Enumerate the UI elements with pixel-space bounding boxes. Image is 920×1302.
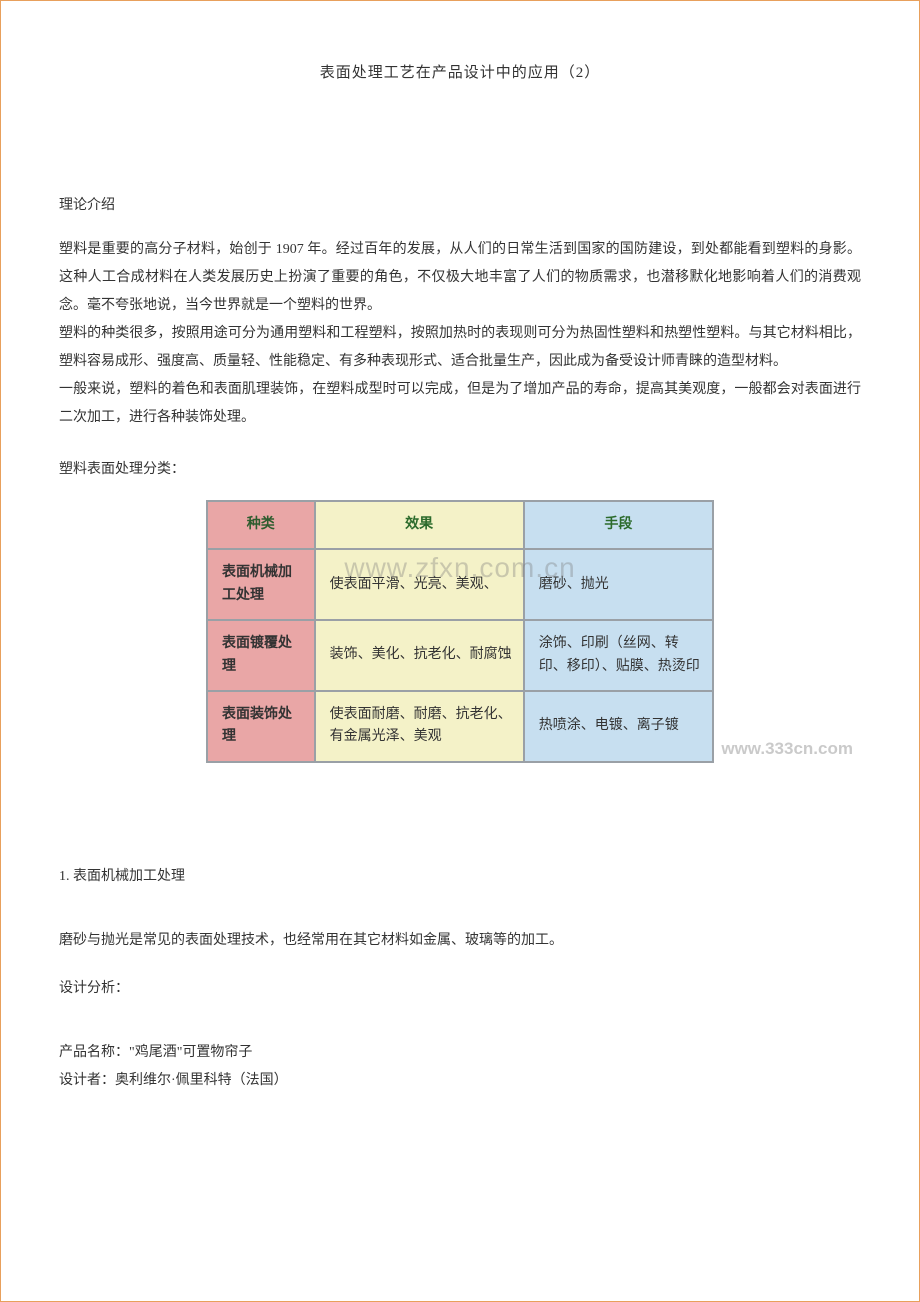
intro-block: 理论介绍 塑料是重要的高分子材料，始创于 1907 年。经过百年的发展，从人们的… bbox=[59, 192, 861, 432]
table-cell-method: 热喷涂、电镀、离子镀 bbox=[524, 691, 713, 762]
table-row: 表面机械加工处理 使表面平滑、光亮、美观、 磨砂、抛光 bbox=[207, 549, 713, 620]
section1-header: 1. 表面机械加工处理 bbox=[59, 863, 861, 891]
table-header-effect: 效果 bbox=[315, 501, 524, 549]
intro-paragraph-3: 一般来说，塑料的着色和表面肌理装饰，在塑料成型时可以完成，但是为了增加产品的寿命… bbox=[59, 376, 861, 432]
intro-paragraph-2: 塑料的种类很多，按照用途可分为通用塑料和工程塑料，按照加热时的表现则可分为热固性… bbox=[59, 320, 861, 376]
classify-header: 塑料表面处理分类： bbox=[59, 456, 861, 484]
table-cell-type: 表面装饰处理 bbox=[207, 691, 315, 762]
designer-line: 设计者：奥利维尔·佩里科特（法国） bbox=[59, 1067, 861, 1095]
table-row: 表面镀覆处理 装饰、美化、抗老化、耐腐蚀 涂饰、印刷（丝网、转印、移印）、贴膜、… bbox=[207, 620, 713, 691]
table-cell-method: 涂饰、印刷（丝网、转印、移印）、贴膜、热烫印 bbox=[524, 620, 713, 691]
intro-header: 理论介绍 bbox=[59, 192, 861, 220]
table-header-method: 手段 bbox=[524, 501, 713, 549]
table-row: 表面装饰处理 使表面耐磨、耐磨、抗老化、有金属光泽、美观 热喷涂、电镀、离子镀 bbox=[207, 691, 713, 762]
document-page: 表面处理工艺在产品设计中的应用（2） 理论介绍 塑料是重要的高分子材料，始创于 … bbox=[0, 0, 920, 1302]
table-cell-effect: 使表面平滑、光亮、美观、 bbox=[315, 549, 524, 620]
table-header-row: 种类 效果 手段 bbox=[207, 501, 713, 549]
table-cell-effect: 装饰、美化、抗老化、耐腐蚀 bbox=[315, 620, 524, 691]
classification-table-wrapper: www.zfxn.com.cn 种类 效果 手段 表面机械加工处理 使表面平滑、… bbox=[59, 500, 861, 763]
classification-table: 种类 效果 手段 表面机械加工处理 使表面平滑、光亮、美观、 磨砂、抛光 表面镀… bbox=[206, 500, 714, 763]
page-title: 表面处理工艺在产品设计中的应用（2） bbox=[59, 61, 861, 82]
table-cell-effect: 使表面耐磨、耐磨、抗老化、有金属光泽、美观 bbox=[315, 691, 524, 762]
table-cell-type: 表面镀覆处理 bbox=[207, 620, 315, 691]
table-cell-type: 表面机械加工处理 bbox=[207, 549, 315, 620]
section1-paragraph: 磨砂与抛光是常见的表面处理技术，也经常用在其它材料如金属、玻璃等的加工。 bbox=[59, 927, 861, 955]
product-name-line: 产品名称："鸡尾酒"可置物帘子 bbox=[59, 1039, 861, 1067]
table-header-type: 种类 bbox=[207, 501, 315, 549]
design-analysis-header: 设计分析： bbox=[59, 975, 861, 1003]
table-cell-method: 磨砂、抛光 bbox=[524, 549, 713, 620]
watermark-text-2: www.333cn.com bbox=[721, 739, 853, 759]
intro-paragraph-1: 塑料是重要的高分子材料，始创于 1907 年。经过百年的发展，从人们的日常生活到… bbox=[59, 236, 861, 320]
